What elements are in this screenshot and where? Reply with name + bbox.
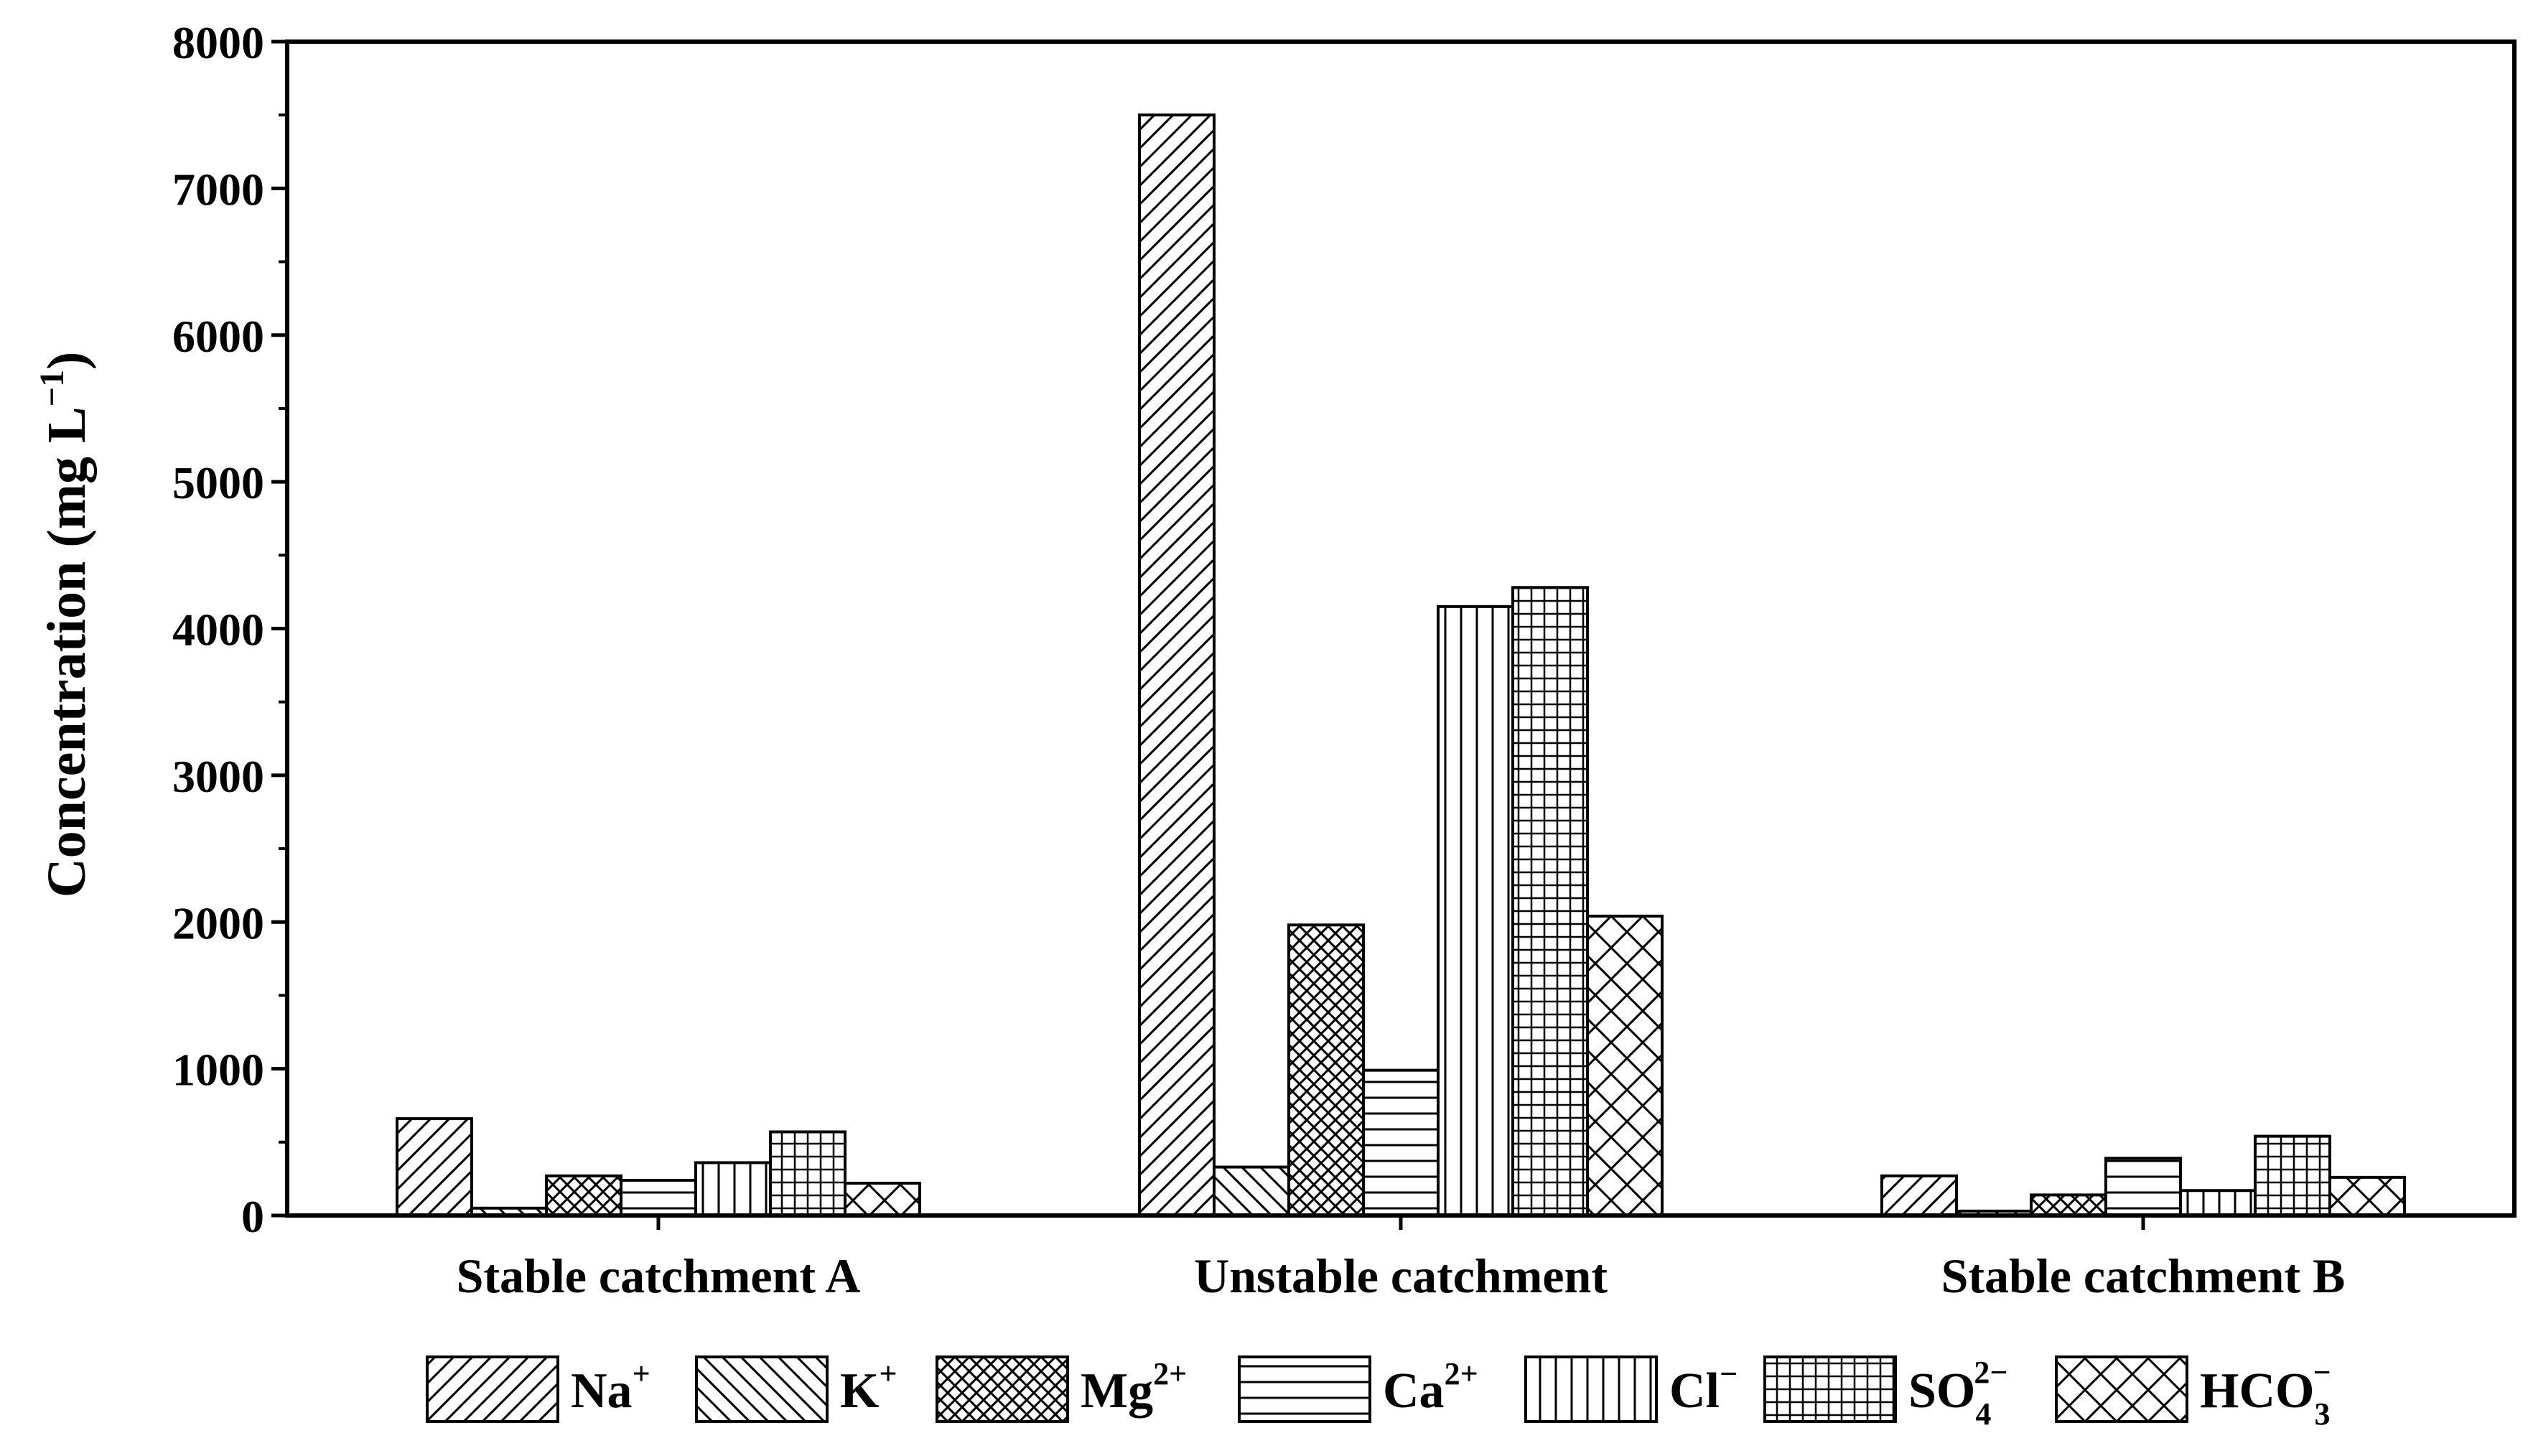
bar-so-1	[769, 1130, 846, 1217]
legend-label-hco: HCO3−	[2200, 1355, 2331, 1432]
y-axis-title-close: )	[37, 352, 97, 370]
legend-swatch-mg	[936, 1355, 1069, 1423]
legend-label-so: SO42−	[1908, 1355, 2007, 1432]
legend-swatch-na	[426, 1355, 559, 1423]
bar-na-3	[1880, 1174, 1958, 1217]
bar-ca-3	[2104, 1157, 2182, 1217]
bar-cl-3	[2179, 1189, 2257, 1217]
bar-mg-3	[2030, 1193, 2107, 1217]
y-tick-label: 6000	[172, 311, 264, 362]
bar-na-1	[396, 1117, 473, 1218]
x-tick-label: Unstable catchment	[1194, 1249, 1608, 1303]
legend-swatch-k	[695, 1355, 829, 1423]
bar-ca-1	[620, 1178, 697, 1217]
legend: Na+ K+ Mg2+ Ca2+ Cl− SO42− HCO3−	[426, 1355, 2331, 1432]
plot-frame	[285, 39, 2517, 1218]
bar-cl-2	[1437, 605, 1514, 1217]
bar-hco-1	[844, 1182, 921, 1217]
bar-na-2	[1138, 113, 1216, 1217]
bar-hco-3	[2328, 1175, 2406, 1218]
y-tick-label: 5000	[172, 457, 264, 508]
y-tick-label: 0	[241, 1191, 264, 1242]
bar-mg-2	[1287, 923, 1365, 1218]
legend-swatch-hco	[2055, 1355, 2188, 1423]
bar-k-2	[1213, 1165, 1290, 1218]
y-tick-label: 2000	[172, 897, 264, 948]
y-tick-label: 7000	[172, 164, 264, 215]
y-tick-label: 1000	[172, 1045, 264, 1096]
y-axis-title: Concentration (mg L−1)	[33, 352, 97, 898]
y-axis-title-exponent: −1	[33, 370, 71, 406]
bar-so-3	[2254, 1134, 2331, 1217]
legend-label-ca: Ca2+	[1383, 1356, 1478, 1419]
legend-label-na: Na+	[571, 1356, 650, 1419]
y-tick-label: 4000	[172, 605, 264, 655]
bars-group	[396, 113, 2406, 1218]
bar-ca-2	[1362, 1068, 1440, 1217]
x-axis-labels: Stable catchment A Unstable catchment Stab…	[457, 1215, 2346, 1303]
bar-mg-1	[545, 1174, 622, 1217]
bar-so-2	[1511, 586, 1589, 1217]
y-tick-label: 3000	[172, 751, 264, 802]
bar-hco-2	[1586, 915, 1664, 1217]
x-tick-label: Stable catchment A	[457, 1249, 861, 1303]
x-tick-label: Stable catchment B	[1941, 1249, 2346, 1303]
legend-label-cl: Cl−	[1669, 1356, 1738, 1419]
bar-cl-1	[694, 1161, 772, 1218]
legend-label-k: K+	[840, 1356, 897, 1419]
legend-swatch-cl	[1524, 1355, 1658, 1423]
legend-swatch-so	[1763, 1355, 1897, 1423]
legend-swatch-ca	[1238, 1355, 1371, 1423]
y-tick-label: 8000	[172, 17, 264, 68]
legend-label-mg: Mg2+	[1081, 1356, 1187, 1419]
y-axis: 0 1000 2000 3000 4000 5000 6000 7000 8000	[172, 17, 287, 1242]
